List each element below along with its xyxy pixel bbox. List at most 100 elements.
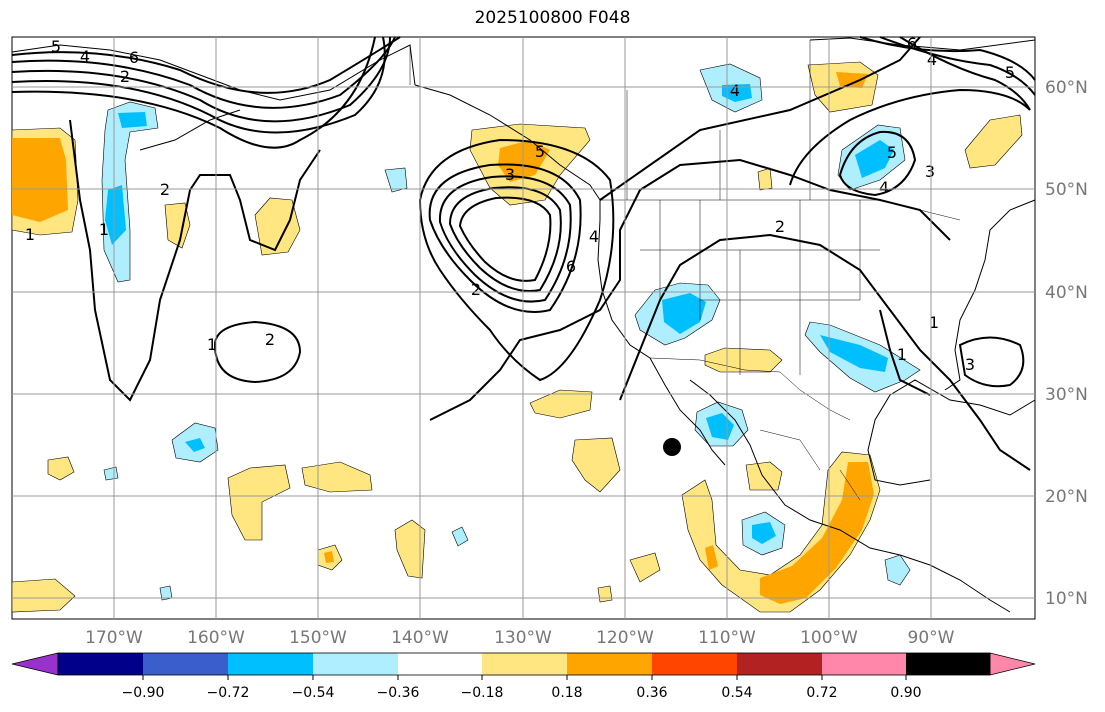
contour-label: 5	[535, 142, 545, 161]
map-panel: 5 4 6 2 2 1 1 2 1 2 3 4 5 6 4 6 5 4 3 5 …	[11, 34, 1036, 620]
contour-label: 4	[730, 81, 740, 100]
neg-core-north-1	[722, 84, 752, 102]
neg-small-1	[384, 167, 408, 193]
lat-label: 10°N	[1045, 589, 1088, 609]
colorbar-bin	[313, 653, 398, 675]
colorbar-label: 0.72	[806, 685, 837, 701]
pos-small-4	[629, 552, 661, 583]
lon-label: 140°W	[391, 628, 449, 648]
lon-label: 130°W	[494, 628, 552, 648]
contour-label: 2	[471, 280, 481, 299]
pos-region-pacific-1	[571, 437, 621, 493]
contour-label: 1	[929, 313, 939, 332]
colorbar-bin	[567, 653, 652, 675]
contour-arc-1	[11, 36, 401, 94]
contour-label: 3	[505, 165, 515, 184]
colorbar-label: −0.18	[461, 685, 504, 701]
contour-east-top-2	[879, 36, 1036, 96]
colorbar: −0.90 −0.72 −0.54 −0.36 −0.18 0.18 0.36 …	[11, 652, 1036, 701]
lat-label: 50°N	[1045, 180, 1088, 200]
pos-small-3	[757, 167, 773, 191]
latitude-labels: 60°N 50°N 40°N 30°N 20°N 10°N	[1045, 78, 1088, 609]
lon-label: 150°W	[289, 628, 347, 648]
colorbar-ticks	[142, 675, 907, 680]
contour-east-2	[789, 88, 1031, 186]
colorbar-label: 0.90	[890, 685, 921, 701]
anomaly-shading	[11, 61, 1023, 613]
colorbar-bin	[906, 653, 990, 675]
contour-label: 2	[120, 67, 130, 86]
pos-region-sw-3	[301, 461, 373, 493]
lon-label: 110°W	[698, 628, 756, 648]
colorbar-bin	[652, 653, 737, 675]
contour-labels: 5 4 6 2 2 1 1 2 1 2 3 4 5 6 4 6 5 4 3 5 …	[25, 34, 1015, 374]
colorbar-bin	[398, 653, 482, 675]
contour-label: 3	[965, 355, 975, 374]
colorbar-bin	[228, 653, 313, 675]
contour-label: 5	[1005, 63, 1015, 82]
colorbar-label: −0.90	[122, 685, 165, 701]
pos-region-ne	[964, 114, 1023, 169]
colorbar-labels: −0.90 −0.72 −0.54 −0.36 −0.18 0.18 0.36 …	[122, 685, 922, 701]
pos-core-west	[12, 138, 68, 222]
coast-mexico-west	[689, 379, 901, 556]
contour-lines	[11, 36, 1036, 471]
contour-east-top-1	[859, 36, 1036, 81]
colorbar-label: 0.18	[551, 685, 582, 701]
coast-aleutians	[139, 109, 241, 151]
colorbar-label: −0.72	[207, 685, 250, 701]
neg-core-mexico	[752, 522, 776, 544]
colorbar-label: 0.54	[721, 685, 752, 701]
colorbar-extend-high	[989, 652, 1036, 676]
contour-se	[958, 336, 1025, 388]
pos-core-north	[836, 72, 868, 88]
lon-label: 170°W	[85, 628, 143, 648]
lon-label: 120°W	[596, 628, 654, 648]
location-dot	[663, 438, 681, 456]
contour-2-line	[619, 233, 1031, 471]
pos-region-pacific-2	[745, 461, 783, 491]
lat-label: 20°N	[1045, 487, 1088, 507]
contour-low-1	[428, 163, 582, 313]
contour-label: 1	[897, 345, 907, 364]
contour-label: 1	[25, 225, 35, 244]
political-borders	[409, 40, 961, 501]
lat-label: 60°N	[1045, 78, 1088, 98]
lat-label: 40°N	[1045, 283, 1088, 303]
contour-label: 5	[51, 37, 61, 56]
longitude-labels: 170°W 160°W 150°W 140°W 130°W 120°W 110°…	[85, 628, 955, 648]
coast-gulf	[867, 379, 1036, 486]
colorbar-label: −0.36	[377, 685, 420, 701]
border-us-states	[640, 200, 880, 375]
contour-arc-3	[11, 36, 391, 123]
contour-small-low	[213, 320, 302, 384]
contour-label: 1	[99, 220, 109, 239]
contour-label: 6	[566, 257, 576, 276]
colorbar-label: 0.36	[636, 685, 667, 701]
pos-region-sw-1	[11, 578, 76, 613]
contour-label: 6	[907, 34, 917, 53]
colorbar-extend-low	[11, 652, 59, 676]
contour-east-top-3	[899, 36, 1031, 111]
contour-label: 4	[927, 50, 937, 69]
pos-region-sw-2	[227, 464, 291, 541]
neg-core-north-2	[855, 140, 894, 178]
contour-low-3	[448, 186, 562, 292]
neg-core-pacific	[185, 438, 205, 452]
colorbar-bin	[737, 653, 822, 675]
contour-label: 3	[925, 162, 935, 181]
contour-label: 4	[879, 178, 889, 197]
neg-core-west-2	[105, 185, 126, 245]
colorbar-bin	[822, 653, 906, 675]
contour-arc-2	[11, 36, 396, 109]
pos-region-sw-4	[394, 519, 426, 579]
coast-baja	[649, 357, 726, 466]
pos-core-gulf-alaska	[498, 140, 550, 182]
contour-east-1	[599, 36, 921, 201]
contour-big-loop	[429, 158, 951, 421]
pos-region-baja-west	[529, 389, 593, 419]
map-title: 2025100800 F048	[474, 8, 631, 28]
coast-bc	[414, 84, 601, 220]
pos-region-nm	[704, 347, 783, 373]
